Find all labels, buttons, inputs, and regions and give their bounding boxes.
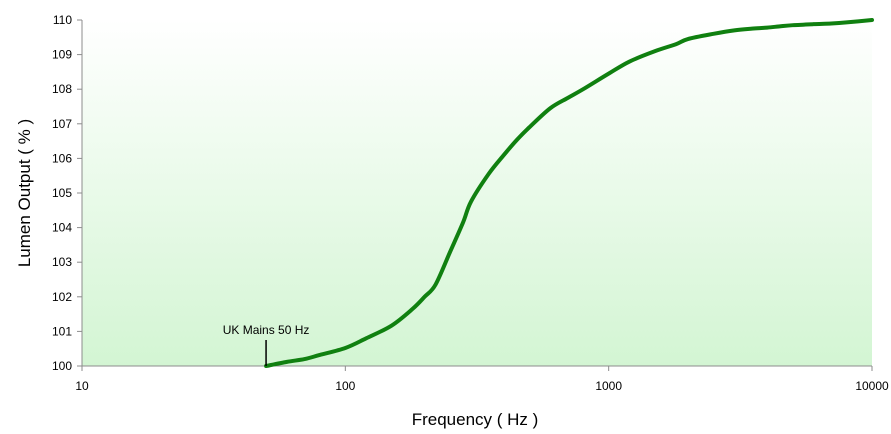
y-tick-label: 101 [52, 324, 72, 338]
data-point [515, 137, 519, 141]
data-point [487, 172, 491, 176]
data-point [829, 21, 833, 25]
data-point [607, 72, 611, 76]
y-axis: 100 101 102 103 104 105 106 107 108 109 110 [52, 13, 83, 373]
annotation: UK Mains 50 Hz [223, 323, 310, 366]
y-tick-label: 108 [52, 82, 72, 96]
data-point [461, 220, 465, 224]
data-point [364, 336, 368, 340]
x-tick-label: 100 [335, 379, 355, 393]
y-tick-label: 105 [52, 186, 72, 200]
data-point [791, 23, 795, 27]
y-tick-label: 107 [52, 117, 72, 131]
x-tick-label: 10 [75, 379, 89, 393]
data-point [844, 20, 848, 24]
data-point [527, 125, 531, 129]
x-tick-label: 10000 [855, 379, 889, 393]
x-tick-label: 1000 [595, 379, 622, 393]
data-point [566, 96, 570, 100]
data-point [285, 360, 289, 364]
data-point [711, 32, 715, 36]
y-tick-label: 102 [52, 290, 72, 304]
data-point [581, 87, 585, 91]
data-point [870, 18, 874, 22]
data-point [628, 60, 632, 64]
data-point [423, 295, 427, 299]
data-point [732, 28, 736, 32]
data-point [343, 346, 347, 350]
y-tick-label: 103 [52, 255, 72, 269]
data-point [653, 49, 657, 53]
y-tick-label: 104 [52, 221, 72, 235]
data-point [318, 353, 322, 357]
x-axis-title: Frequency ( Hz ) [412, 410, 539, 429]
data-point [502, 153, 506, 157]
y-tick-label: 106 [52, 151, 72, 165]
series-line [264, 18, 874, 368]
data-point [779, 24, 783, 28]
data-point [303, 357, 307, 361]
y-tick-label: 100 [52, 359, 72, 373]
data-point [411, 307, 415, 311]
data-point [548, 106, 552, 110]
data-point [434, 283, 438, 287]
data-point [390, 324, 394, 328]
data-point [686, 37, 690, 41]
x-axis: 10 100 1000 10000 [75, 365, 889, 393]
y-tick-label: 110 [53, 13, 72, 27]
data-point [750, 27, 754, 31]
data-point [765, 26, 769, 30]
y-axis-title: Lumen Output ( % ) [15, 119, 34, 267]
annotation-label: UK Mains 50 Hz [223, 323, 310, 337]
data-point [674, 42, 678, 46]
data-point [469, 200, 473, 204]
data-point [812, 22, 816, 26]
data-point [448, 250, 452, 254]
y-tick-label: 109 [52, 48, 72, 62]
